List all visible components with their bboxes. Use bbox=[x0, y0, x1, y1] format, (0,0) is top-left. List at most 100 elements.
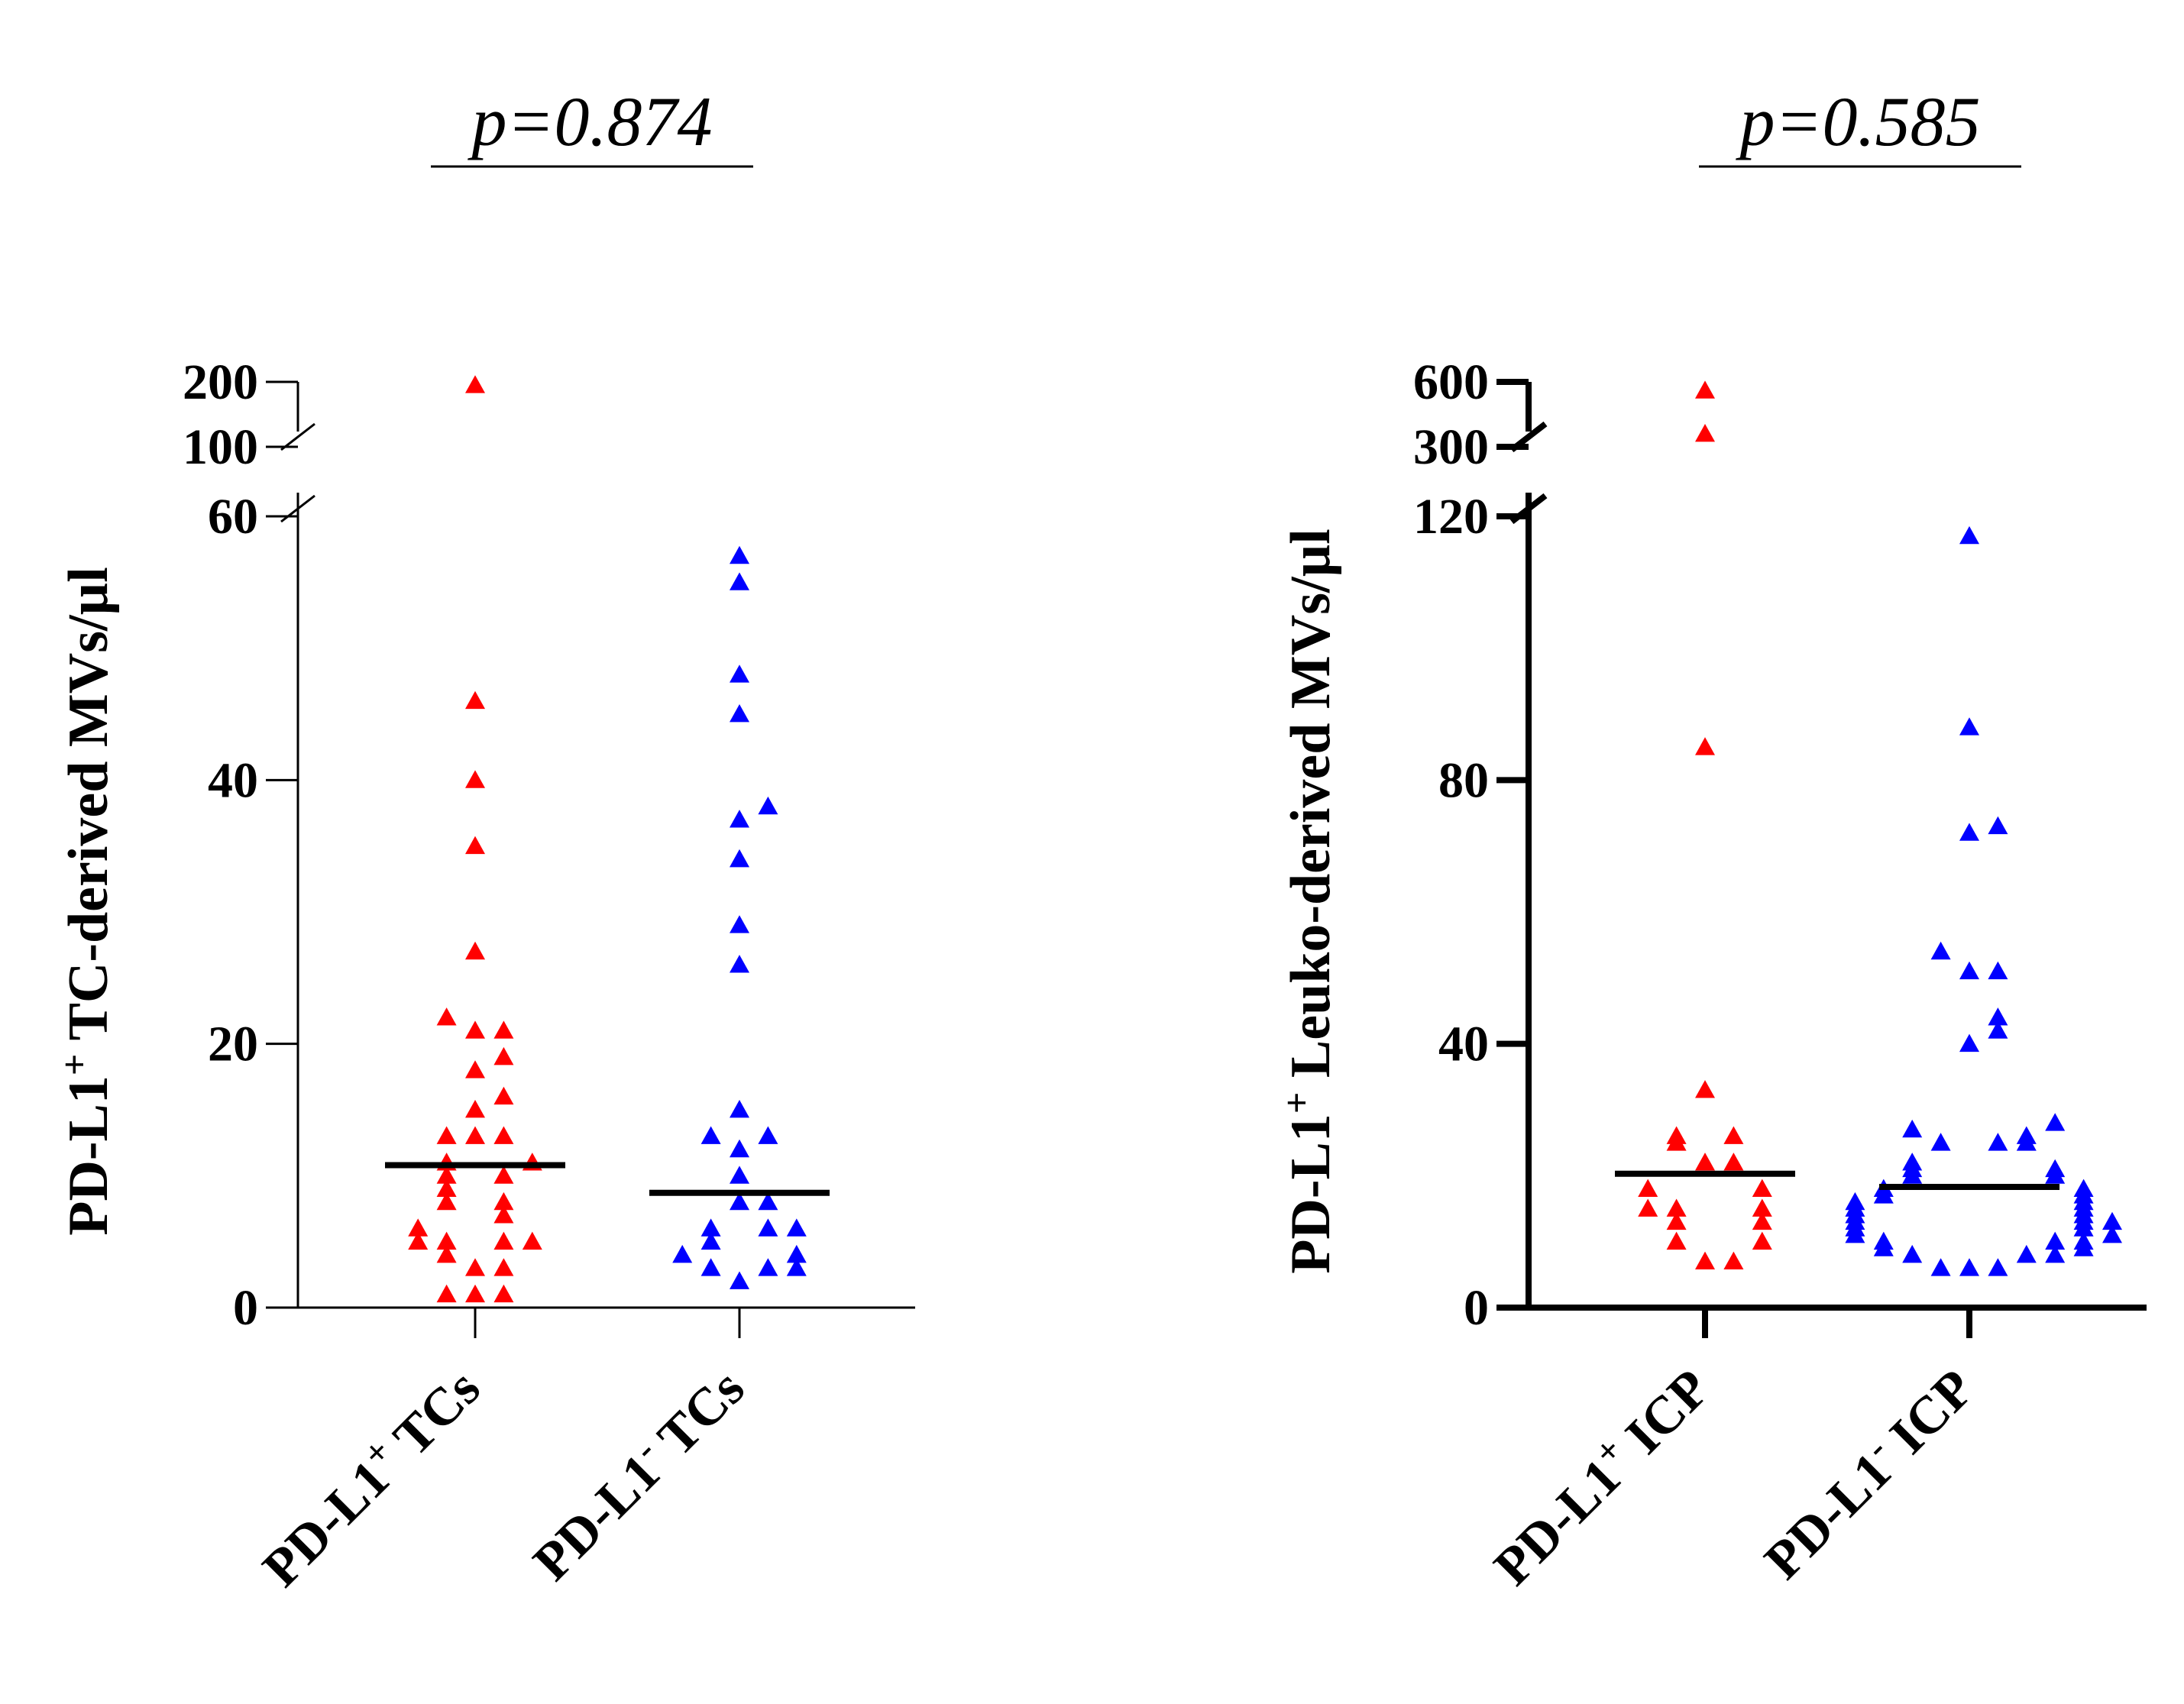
x-category-label-base: PD-L1 bbox=[1754, 1442, 1903, 1591]
data-point bbox=[1930, 1133, 1951, 1151]
data-point bbox=[465, 1100, 485, 1118]
x-category-label: PD-L1- ICP bbox=[1750, 1355, 1986, 1591]
data-point bbox=[2102, 1225, 2122, 1243]
data-point bbox=[730, 1192, 749, 1211]
data-point bbox=[1752, 1198, 1772, 1217]
data-point bbox=[493, 1231, 514, 1250]
data-point bbox=[2045, 1113, 2066, 1131]
data-point bbox=[1723, 1153, 1744, 1171]
x-category-label-base: PD-L1 bbox=[523, 1444, 671, 1592]
data-point bbox=[1723, 1251, 1744, 1269]
x-category-label-base: PD-L1 bbox=[1484, 1448, 1632, 1597]
data-point bbox=[758, 1218, 778, 1237]
data-point bbox=[522, 1231, 542, 1250]
y-break-tick-label: 600 bbox=[1413, 354, 1489, 410]
p-value-label: p=0.585 bbox=[1735, 82, 1980, 160]
data-point bbox=[493, 1086, 514, 1105]
p-value-label: p=0.874 bbox=[467, 82, 712, 160]
data-point bbox=[1695, 1251, 1715, 1269]
data-point bbox=[730, 545, 749, 564]
data-point bbox=[2102, 1211, 2122, 1230]
data-point bbox=[730, 572, 749, 590]
data-point bbox=[1873, 1231, 1894, 1250]
data-point bbox=[1695, 424, 1715, 442]
data-point bbox=[1638, 1198, 1658, 1217]
y-axis-label-rest: Leuko-derived MVs/µl bbox=[1280, 529, 1342, 1091]
data-point bbox=[493, 1020, 514, 1039]
data-point bbox=[672, 1244, 693, 1263]
data-point bbox=[1723, 1126, 1744, 1144]
data-point bbox=[1959, 823, 1979, 841]
y-tick-label: 0 bbox=[233, 1280, 258, 1336]
axis-break-mark-upper bbox=[280, 422, 315, 451]
data-point bbox=[2045, 1231, 2066, 1250]
data-point bbox=[1988, 1020, 2008, 1039]
y-tick-label: 20 bbox=[208, 1017, 258, 1072]
y-axis-label: PD-L1+ TC-derived MVs/µl bbox=[53, 567, 120, 1236]
data-point bbox=[408, 1218, 429, 1237]
data-point bbox=[465, 836, 485, 855]
y-break-tick-label: 200 bbox=[183, 354, 258, 410]
data-point bbox=[1959, 717, 1979, 736]
data-point bbox=[1988, 816, 2008, 835]
data-point bbox=[465, 770, 485, 788]
data-point bbox=[1666, 1231, 1687, 1250]
data-point bbox=[436, 1166, 457, 1184]
data-point bbox=[786, 1218, 807, 1237]
data-point bbox=[730, 704, 749, 723]
data-point bbox=[730, 664, 749, 683]
data-point bbox=[465, 1284, 485, 1303]
data-point bbox=[700, 1258, 721, 1276]
y-tick-label: 40 bbox=[208, 752, 258, 808]
data-point bbox=[2073, 1231, 2094, 1250]
data-point bbox=[1988, 1007, 2008, 1026]
x-category-label: PD-L1+ ICP bbox=[1480, 1355, 1722, 1597]
data-point bbox=[2016, 1244, 2037, 1263]
data-point bbox=[465, 941, 485, 960]
data-point bbox=[730, 1166, 749, 1184]
data-point bbox=[1695, 1153, 1715, 1171]
y-tick-label: 120 bbox=[1413, 489, 1489, 545]
y-break-tick-label: 300 bbox=[1413, 419, 1489, 475]
data-point bbox=[436, 1244, 457, 1263]
data-point bbox=[730, 1139, 749, 1158]
y-axis-label-base: PD-L1 bbox=[1280, 1114, 1342, 1274]
data-point bbox=[758, 796, 778, 815]
data-point bbox=[758, 1258, 778, 1276]
data-point bbox=[1752, 1211, 1772, 1230]
data-point bbox=[493, 1126, 514, 1144]
data-point bbox=[1695, 380, 1715, 399]
data-point bbox=[758, 1192, 778, 1211]
data-point bbox=[730, 1271, 749, 1289]
data-point bbox=[493, 1192, 514, 1211]
x-category-label-base: PD-L1 bbox=[252, 1450, 401, 1599]
data-point bbox=[1959, 525, 1979, 545]
y-axis-label-sup: + bbox=[53, 1054, 95, 1076]
y-axis-label: PD-L1+ Leuko-derived MVs/µl bbox=[1275, 529, 1342, 1274]
data-point bbox=[493, 1046, 514, 1065]
data-point bbox=[436, 1192, 457, 1211]
data-point bbox=[730, 915, 749, 933]
data-point bbox=[436, 1126, 457, 1144]
data-point bbox=[493, 1166, 514, 1184]
data-point bbox=[465, 1060, 485, 1078]
y-tick-label: 80 bbox=[1438, 752, 1489, 808]
data-point bbox=[1988, 1133, 2008, 1151]
data-point bbox=[465, 1258, 485, 1276]
data-point bbox=[1666, 1126, 1687, 1144]
data-point bbox=[2045, 1244, 2066, 1263]
data-point bbox=[465, 1020, 485, 1039]
y-tick-label: 60 bbox=[208, 489, 258, 545]
y-axis-label-rest: TC-derived MVs/µl bbox=[57, 567, 120, 1053]
data-point bbox=[493, 1205, 514, 1224]
data-point bbox=[700, 1231, 721, 1250]
data-point bbox=[436, 1179, 457, 1197]
data-point bbox=[786, 1258, 807, 1276]
x-category-label: PD-L1+ TCs bbox=[248, 1355, 491, 1598]
data-point bbox=[436, 1231, 457, 1250]
data-point bbox=[730, 849, 749, 868]
y-tick-label: 0 bbox=[1464, 1280, 1489, 1336]
data-point bbox=[1902, 1153, 1923, 1171]
